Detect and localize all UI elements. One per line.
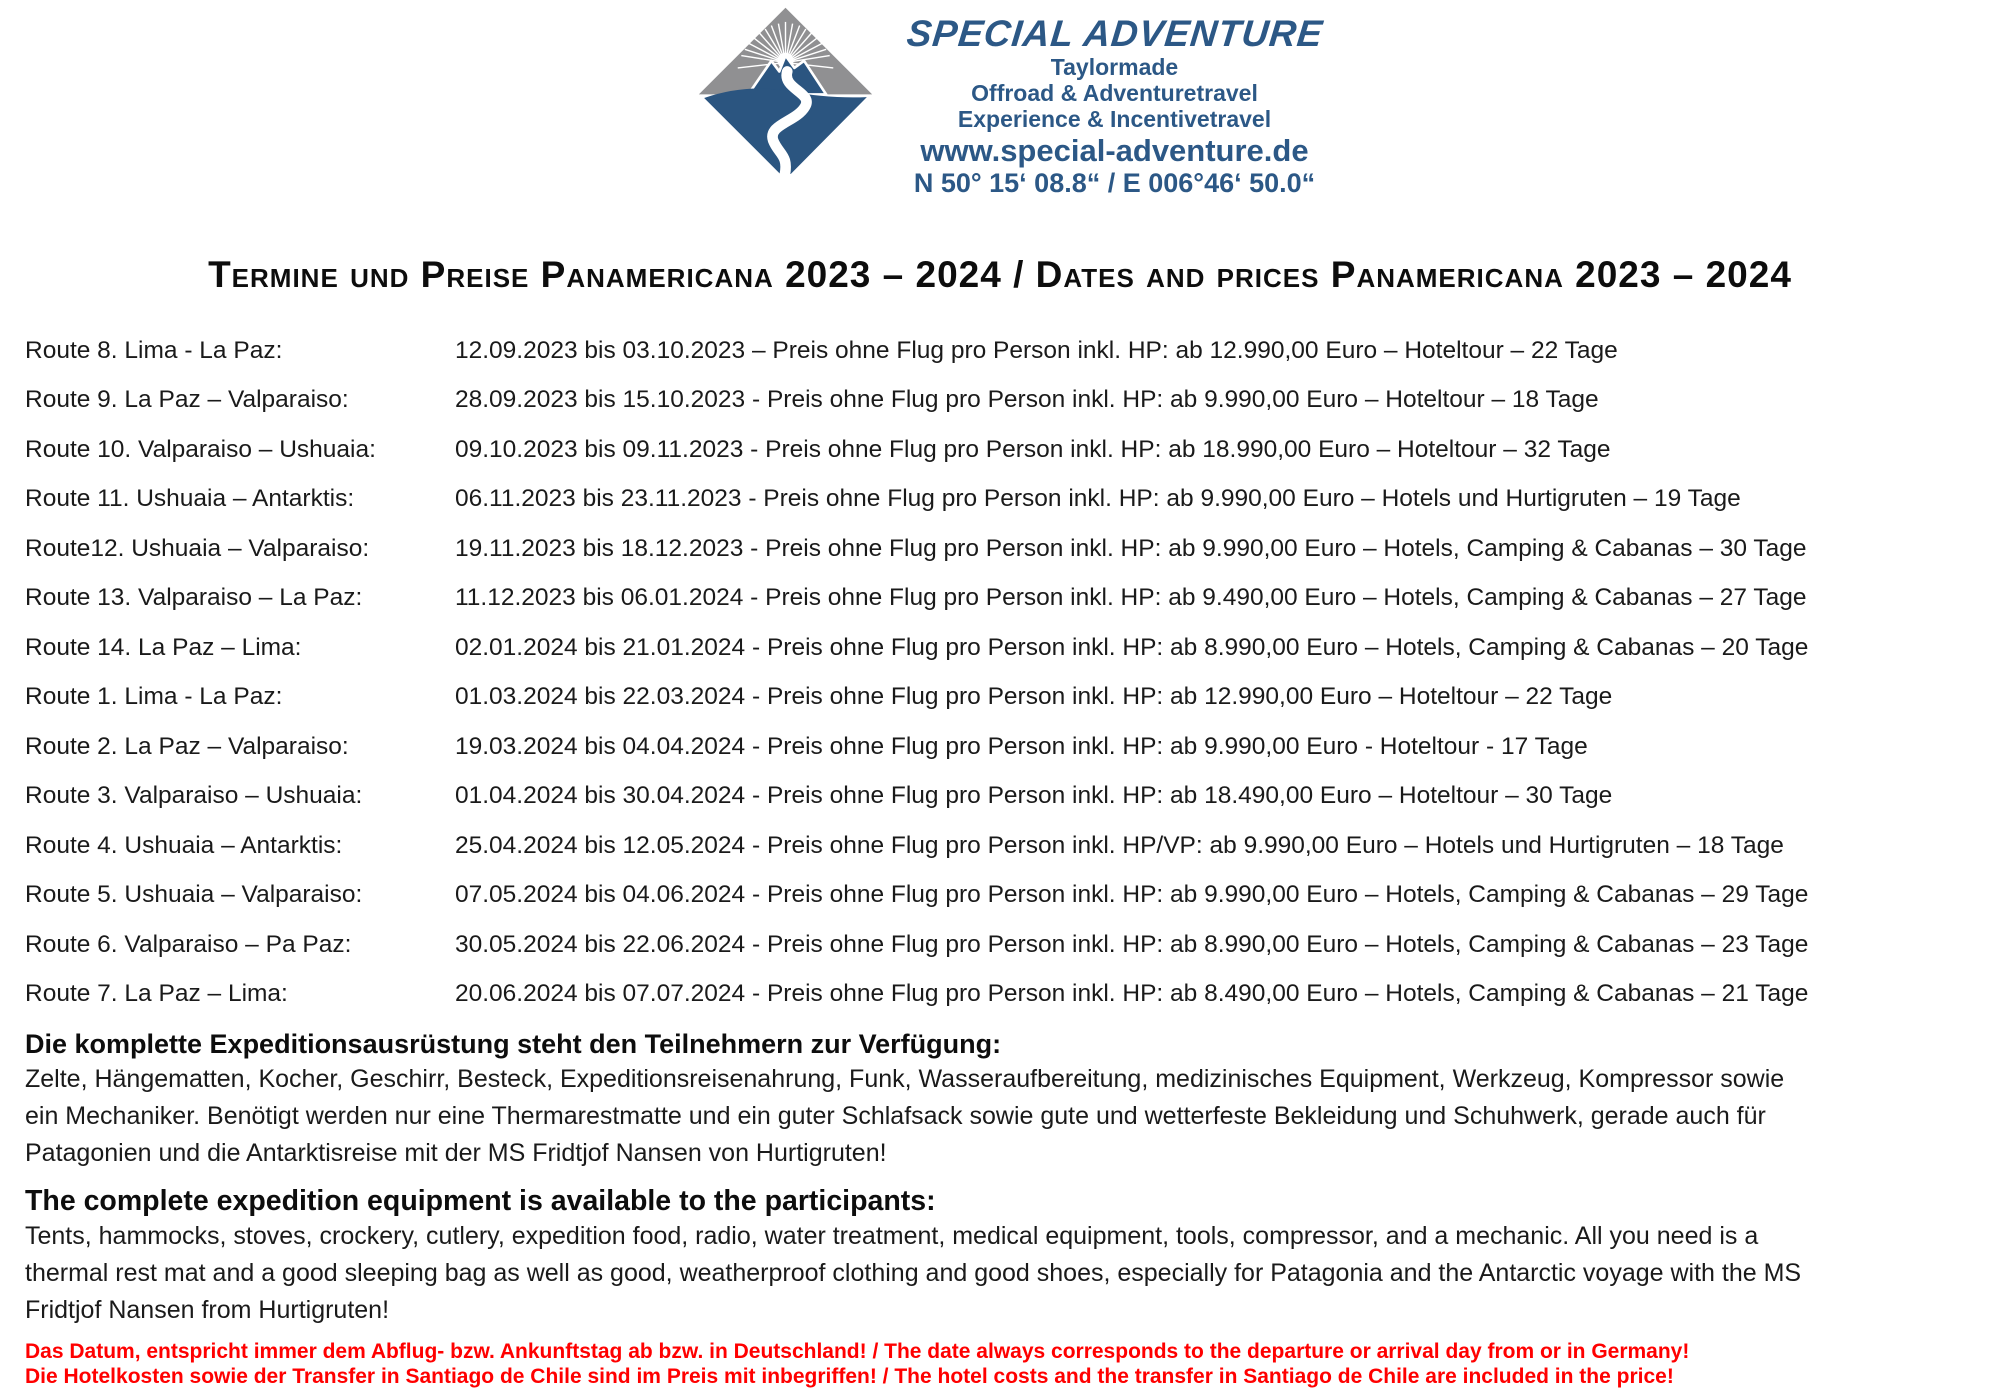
route-details: 30.05.2024 bis 22.06.2024 - Preis ohne F… bbox=[455, 930, 1809, 958]
table-row: Route 9. La Paz – Valparaiso: 28.09.2023 … bbox=[25, 376, 1980, 426]
route-label: Route 8. Lima - La Paz: bbox=[25, 336, 283, 364]
german-heading: Die komplette Expeditionsausrüstung steh… bbox=[25, 1029, 1002, 1059]
route-label: Route 2. La Paz – Valparaiso: bbox=[25, 732, 349, 760]
brand-coordinates: N 50° 15‘ 08.8“ / E 006°46‘ 50.0“ bbox=[913, 168, 1316, 198]
table-row: Route 2. La Paz – Valparaiso: 19.03.2024 … bbox=[25, 722, 1980, 772]
routes-list: Route 8. Lima - La Paz: 12.09.2023 bis 03… bbox=[25, 326, 1980, 1019]
table-row: Route 1. Lima - La Paz: 01.03.2024 bis 22… bbox=[25, 673, 1980, 723]
route-details: 11.12.2023 bis 06.01.2024 - Preis ohne F… bbox=[455, 584, 1807, 612]
route-label: Route 11. Ushuaia – Antarktis: bbox=[25, 485, 355, 513]
route-details: 06.11.2023 bis 23.11.2023 - Preis ohne F… bbox=[455, 485, 1741, 513]
route-details: 12.09.2023 bis 03.10.2023 – Preis ohne F… bbox=[455, 336, 1618, 364]
route-label: Route12. Ushuaia – Valparaiso: bbox=[25, 534, 370, 562]
route-details: 28.09.2023 bis 15.10.2023 - Preis ohne F… bbox=[455, 386, 1599, 414]
route-details: 20.06.2024 bis 07.07.2024 - Preis ohne F… bbox=[455, 980, 1809, 1008]
german-body: Zelte, Hängematten, Kocher, Geschirr, Be… bbox=[25, 1065, 1785, 1167]
table-row: Route 7. La Paz – Lima: 20.06.2024 bis 07… bbox=[25, 970, 1980, 1020]
route-label: Route 5. Ushuaia – Valparaiso: bbox=[25, 881, 363, 909]
route-label: Route 9. La Paz – Valparaiso: bbox=[25, 386, 349, 414]
english-body: Tents, hammocks, stoves, crockery, cutle… bbox=[25, 1222, 1802, 1324]
table-row: Route 3. Valparaiso – Ushuaia: 01.04.2024… bbox=[25, 772, 1980, 822]
route-label: Route 6. Valparaiso – Pa Paz: bbox=[25, 930, 352, 958]
table-row: Route 13. Valparaiso – La Paz: 11.12.2023… bbox=[25, 574, 1980, 624]
route-details: 25.04.2024 bis 12.05.2024 - Preis ohne F… bbox=[455, 831, 1784, 859]
footnote-line-1: Das Datum, entspricht immer dem Abflug- … bbox=[25, 1340, 1690, 1363]
footnotes: Das Datum, entspricht immer dem Abflug- … bbox=[25, 1339, 1980, 1389]
table-row: Route 8. Lima - La Paz: 12.09.2023 bis 03… bbox=[25, 326, 1980, 376]
brand-tagline-2: Offroad & Adventuretravel bbox=[971, 80, 1258, 106]
table-row: Route 4. Ushuaia – Antarktis: 25.04.2024 … bbox=[25, 821, 1980, 871]
route-details: 01.03.2024 bis 22.03.2024 - Preis ohne F… bbox=[455, 683, 1613, 711]
letterhead: SPECIAL ADVENTURE Taylormade Offroad & A… bbox=[0, 0, 2000, 198]
company-logo-icon bbox=[678, 6, 893, 182]
route-label: Route 14. La Paz – Lima: bbox=[25, 633, 302, 661]
route-details: 09.10.2023 bis 09.11.2023 - Preis ohne F… bbox=[455, 435, 1611, 463]
route-label: Route 4. Ushuaia – Antarktis: bbox=[25, 831, 343, 859]
route-label: Route 1. Lima - La Paz: bbox=[25, 683, 283, 711]
route-label: Route 10. Valparaiso – Ushuaia: bbox=[25, 435, 376, 463]
route-details: 07.05.2024 bis 04.06.2024 - Preis ohne F… bbox=[455, 881, 1809, 909]
brand-tagline-1: Taylormade bbox=[1050, 54, 1179, 80]
footnote-line-2: Die Hotelkosten sowie der Transfer in Sa… bbox=[25, 1365, 1674, 1388]
route-details: 19.11.2023 bis 18.12.2023 - Preis ohne F… bbox=[455, 534, 1807, 562]
english-heading: The complete expedition equipment is ava… bbox=[25, 1185, 936, 1217]
table-row: Route 10. Valparaiso – Ushuaia: 09.10.202… bbox=[25, 425, 1980, 475]
route-label: Route 13. Valparaiso – La Paz: bbox=[25, 584, 363, 612]
table-row: Route 5. Ushuaia – Valparaiso: 07.05.2024… bbox=[25, 871, 1980, 921]
table-row: Route 14. La Paz – Lima: 02.01.2024 bis 2… bbox=[25, 623, 1980, 673]
route-label: Route 3. Valparaiso – Ushuaia: bbox=[25, 782, 363, 810]
page-title: Termine und Preise Panamericana 2023 – 2… bbox=[208, 254, 1792, 295]
table-row: Route 11. Ushuaia – Antarktis: 06.11.2023… bbox=[25, 475, 1980, 525]
route-details: 19.03.2024 bis 04.04.2024 - Preis ohne F… bbox=[455, 732, 1588, 760]
brand-tagline-3: Experience & Incentivetravel bbox=[957, 106, 1272, 132]
route-details: 02.01.2024 bis 21.01.2024 - Preis ohne F… bbox=[455, 633, 1809, 661]
logo-text-block: SPECIAL ADVENTURE Taylormade Offroad & A… bbox=[904, 6, 1325, 198]
brand-name: SPECIAL ADVENTURE bbox=[904, 13, 1325, 54]
route-label: Route 7. La Paz – Lima: bbox=[25, 980, 288, 1008]
route-details: 01.04.2024 bis 30.04.2024 - Preis ohne F… bbox=[455, 782, 1613, 810]
table-row: Route 6. Valparaiso – Pa Paz: 30.05.2024 … bbox=[25, 920, 1980, 970]
section-german: Die komplette Expeditionsausrüstung steh… bbox=[25, 1027, 1980, 1172]
brand-website: www.special-adventure.de bbox=[920, 133, 1309, 168]
section-english: The complete expedition equipment is ava… bbox=[25, 1184, 1980, 1329]
table-row: Route12. Ushuaia – Valparaiso: 19.11.2023… bbox=[25, 524, 1980, 574]
